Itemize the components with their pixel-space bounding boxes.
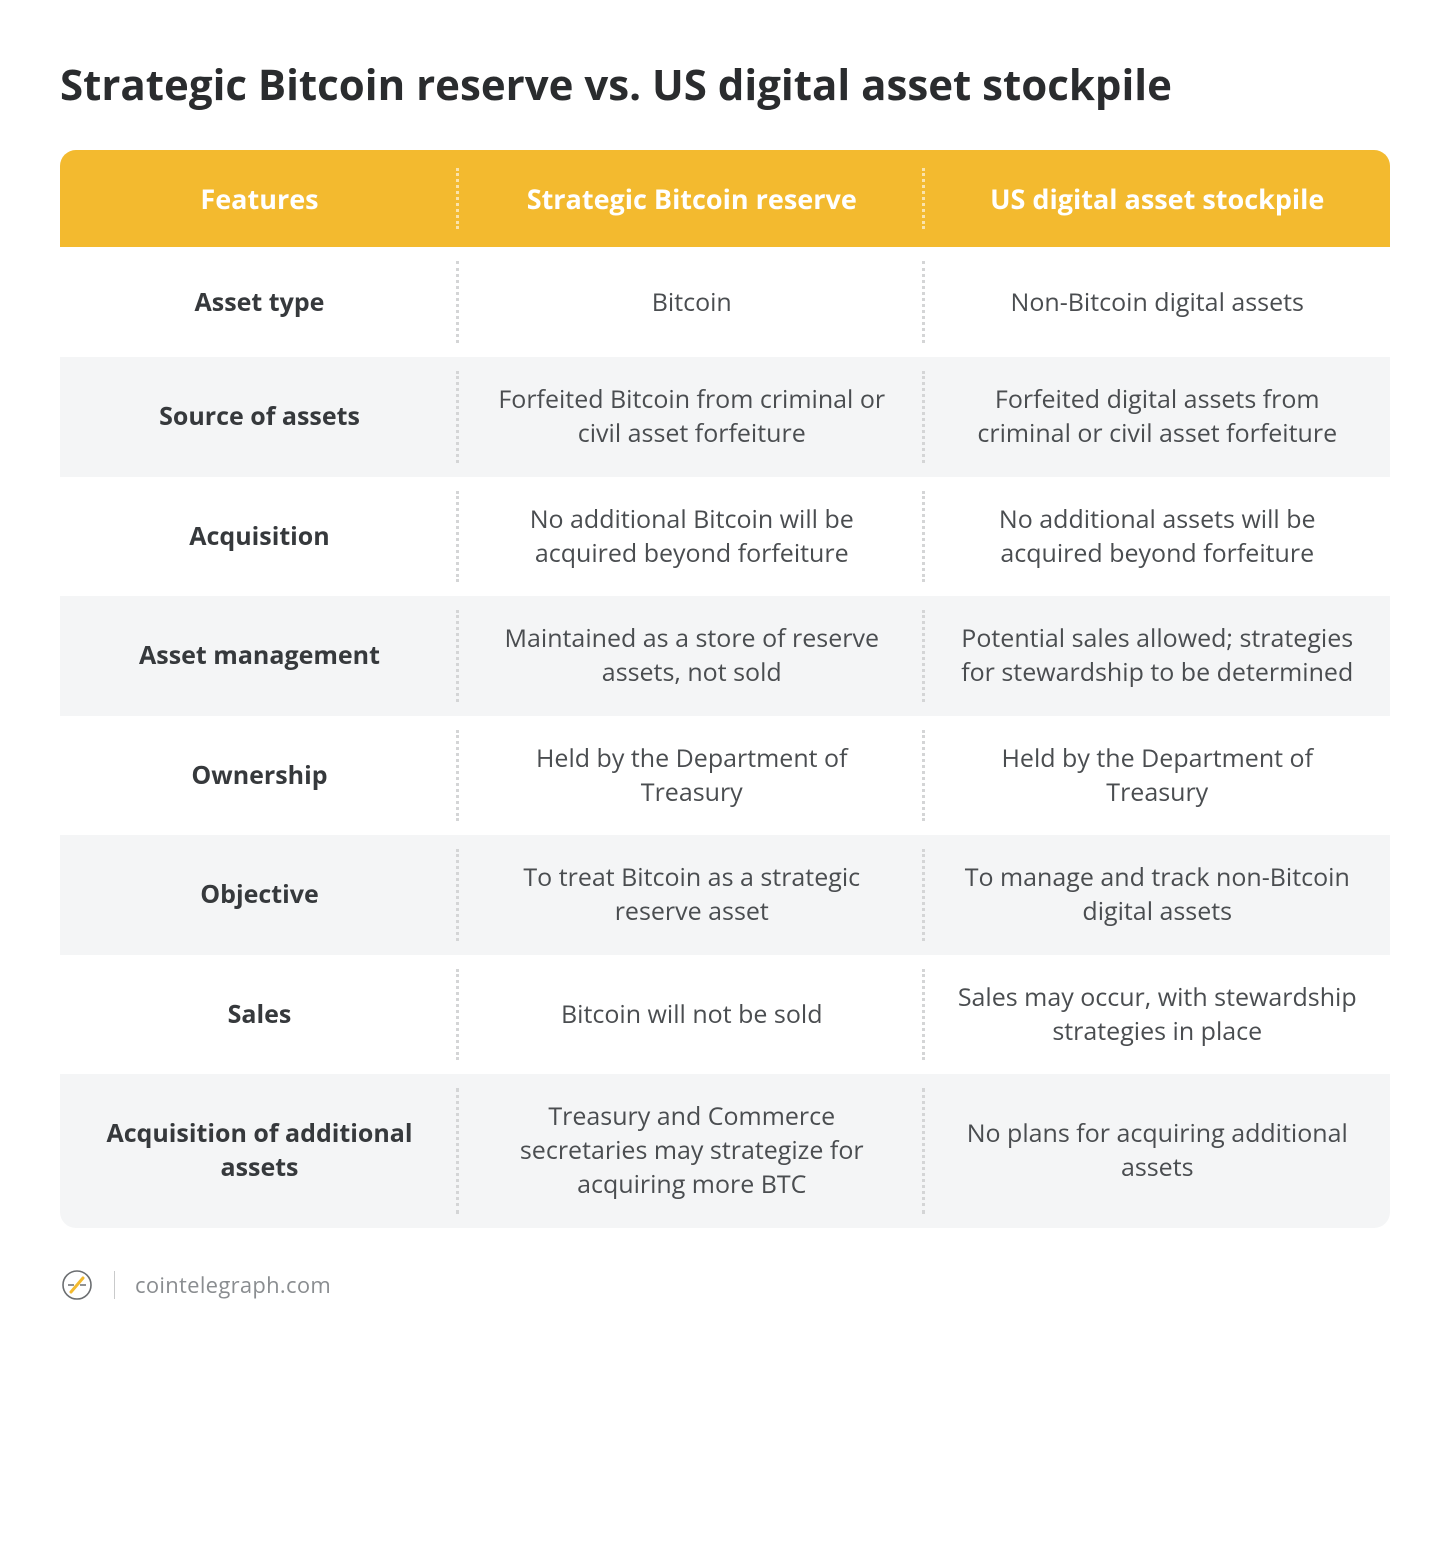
row-col1-value: Forfeited Bitcoin from criminal or civil…	[459, 357, 925, 477]
table-row: Source of assets Forfeited Bitcoin from …	[60, 357, 1390, 477]
footer-divider	[114, 1271, 115, 1299]
row-col2-value: No additional assets will be acquired be…	[925, 477, 1391, 597]
row-feature-label: Source of assets	[60, 357, 459, 477]
row-col2-value: Forfeited digital assets from criminal o…	[925, 357, 1391, 477]
row-col2-value: Sales may occur, with stewardship strate…	[925, 955, 1391, 1075]
table-row: Asset management Maintained as a store o…	[60, 596, 1390, 716]
row-feature-label: Acquisition	[60, 477, 459, 597]
table-row: Acquisition No additional Bitcoin will b…	[60, 477, 1390, 597]
table-row: Ownership Held by the Department of Trea…	[60, 716, 1390, 836]
page-title: Strategic Bitcoin reserve vs. US digital…	[60, 60, 1390, 110]
row-col1-value: To treat Bitcoin as a strategic reserve …	[459, 835, 925, 955]
row-col2-value: Non-Bitcoin digital assets	[925, 247, 1391, 357]
table-row: Objective To treat Bitcoin as a strategi…	[60, 835, 1390, 955]
row-col2-value: No plans for acquiring additional assets	[925, 1074, 1391, 1227]
row-feature-label: Asset management	[60, 596, 459, 716]
table-row: Sales Bitcoin will not be sold Sales may…	[60, 955, 1390, 1075]
table-body: Asset type Bitcoin Non-Bitcoin digital a…	[60, 247, 1390, 1227]
row-col2-value: Held by the Department of Treasury	[925, 716, 1391, 836]
row-col2-value: To manage and track non-Bitcoin digital …	[925, 835, 1391, 955]
table-row: Asset type Bitcoin Non-Bitcoin digital a…	[60, 247, 1390, 357]
table-row: Acquisition of additional assets Treasur…	[60, 1074, 1390, 1227]
footer-source: cointelegraph.com	[135, 1270, 331, 1300]
header-us-stockpile: US digital asset stockpile	[925, 150, 1391, 247]
header-strategic-bitcoin: Strategic Bitcoin reserve	[459, 150, 925, 247]
row-col1-value: No additional Bitcoin will be acquired b…	[459, 477, 925, 597]
table-header-row: Features Strategic Bitcoin reserve US di…	[60, 150, 1390, 247]
header-features: Features	[60, 150, 459, 247]
row-col1-value: Held by the Department of Treasury	[459, 716, 925, 836]
row-feature-label: Objective	[60, 835, 459, 955]
row-feature-label: Asset type	[60, 247, 459, 357]
row-col1-value: Bitcoin will not be sold	[459, 955, 925, 1075]
row-feature-label: Acquisition of additional assets	[60, 1074, 459, 1227]
cointelegraph-logo-icon	[60, 1268, 94, 1302]
comparison-table: Features Strategic Bitcoin reserve US di…	[60, 150, 1390, 1227]
row-col2-value: Potential sales allowed; strategies for …	[925, 596, 1391, 716]
row-feature-label: Ownership	[60, 716, 459, 836]
footer: cointelegraph.com	[60, 1268, 1390, 1302]
row-col1-value: Treasury and Commerce secretaries may st…	[459, 1074, 925, 1227]
row-feature-label: Sales	[60, 955, 459, 1075]
row-col1-value: Bitcoin	[459, 247, 925, 357]
row-col1-value: Maintained as a store of reserve assets,…	[459, 596, 925, 716]
